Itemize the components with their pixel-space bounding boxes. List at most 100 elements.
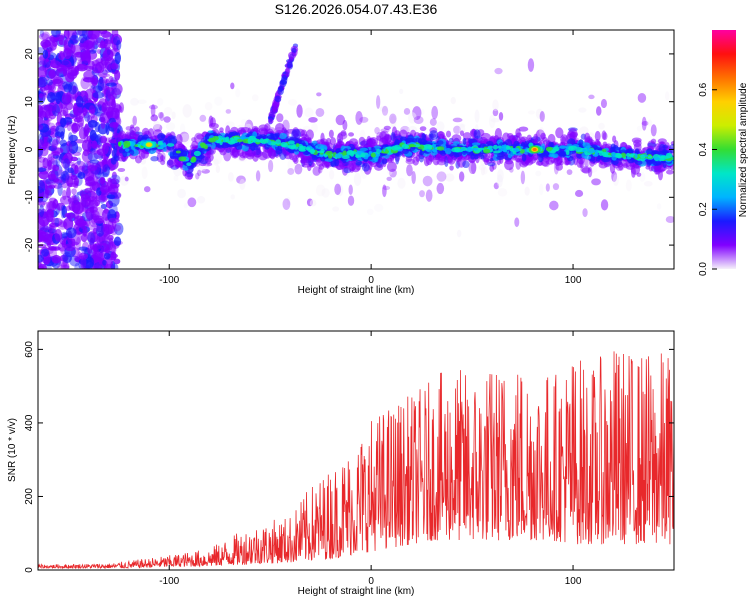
spectrogram-cell <box>239 157 248 162</box>
spectrogram-cell <box>355 110 363 125</box>
spectrogram-cell <box>110 251 117 261</box>
spectrogram-cell <box>208 115 214 127</box>
spectrogram-cell <box>291 155 298 163</box>
spectrogram-cell <box>452 141 460 145</box>
spectrogram-cell <box>281 143 288 147</box>
spectrogram-cell <box>98 30 108 35</box>
spectrogram-cell <box>38 65 47 79</box>
colorbar-tick-label: 0.0 <box>698 262 709 276</box>
spectrogram-cell <box>288 56 294 62</box>
spectrogram-cell <box>47 153 53 167</box>
spectrogram-cell <box>360 152 366 158</box>
spectrogram-cell <box>193 150 201 157</box>
spectrogram-cell <box>278 132 287 140</box>
spectrogram-cell <box>179 123 186 135</box>
spectrogram-cell <box>77 172 86 179</box>
spectrogram-cell <box>422 175 433 187</box>
spectrogram-cell <box>48 69 56 79</box>
figure-title: S126.2026.054.07.43.E36 <box>275 1 438 17</box>
spectrogram-cell <box>114 69 121 81</box>
spectrogram-cell <box>390 115 397 129</box>
spectrogram-cell <box>431 105 439 120</box>
colorbar-tick-label: 0.6 <box>698 82 709 96</box>
spectrogram-cell <box>275 148 283 155</box>
spectrogram-cell <box>436 171 447 182</box>
spectrogram-cell <box>55 30 61 38</box>
colorbar-label: Normalized spectral amplitude <box>738 82 749 217</box>
spectrogram-cell <box>336 133 344 145</box>
spectrogram-cell <box>81 149 93 163</box>
spectrogram-cell <box>255 170 261 182</box>
spectrogram-cell <box>210 142 216 150</box>
spectrogram-cell <box>197 195 206 204</box>
spectrogram-cell <box>81 139 92 152</box>
spectrogram-cell <box>57 264 70 269</box>
spectrogram-cell <box>643 180 653 187</box>
spectrogram-cell <box>449 165 454 171</box>
spectrogram-cell <box>74 51 85 58</box>
spectrogram-cell <box>287 140 295 145</box>
spectrogram-y-tick-label: -20 <box>24 237 35 252</box>
spectrogram-cell <box>49 60 61 69</box>
spectrogram-cell <box>376 95 381 109</box>
spectrogram-cell <box>38 138 44 151</box>
spectrogram-cell <box>65 121 78 127</box>
spectrogram-cell <box>413 115 424 125</box>
spectrogram-cell <box>124 176 129 182</box>
spectrogram-cell <box>335 153 343 159</box>
spectrogram-cell <box>267 118 274 124</box>
spectrogram-cell <box>196 134 205 140</box>
spectrogram-cell <box>148 104 158 110</box>
spectrogram-cell <box>312 166 321 176</box>
spectrogram-cell <box>647 119 653 127</box>
spectrogram-cell <box>559 160 564 166</box>
spectrogram-cell <box>229 137 234 141</box>
spectrogram-y-tick-label: 20 <box>24 48 35 60</box>
spectrogram-cell <box>65 205 72 211</box>
spectrogram-cell <box>63 158 71 171</box>
spectrogram-cell <box>221 143 230 149</box>
spectrogram-cell <box>552 183 560 191</box>
spectrogram-cell <box>658 156 664 159</box>
spectrogram-cell <box>565 149 570 156</box>
spectrogram-cell <box>137 99 147 105</box>
spectrogram-cell <box>249 144 258 151</box>
spectrogram-cell <box>50 246 61 251</box>
spectrogram-cell <box>342 119 348 131</box>
spectrogram-cell <box>110 63 119 70</box>
spectrogram-cell <box>474 109 480 123</box>
spectrogram-cell <box>92 264 103 269</box>
spectrogram-cell <box>41 248 50 257</box>
spectrogram-cell <box>47 174 57 181</box>
spectrogram-cell <box>246 149 256 157</box>
spectrogram-cell <box>85 207 95 220</box>
spectrogram-cell <box>42 233 55 243</box>
spectrogram-cell <box>237 138 243 143</box>
spectrogram-cell <box>75 51 87 62</box>
spectrogram-cell <box>87 152 99 162</box>
spectrogram-y-tick-label: 10 <box>24 96 35 108</box>
spectrogram-cell <box>60 170 70 183</box>
spectrogram-cell <box>299 145 303 150</box>
spectrogram-cell <box>225 109 232 114</box>
spectrogram-cell <box>191 156 196 162</box>
spectrogram-cell <box>87 244 93 255</box>
spectrogram-cell <box>88 105 96 115</box>
spectrogram-cell <box>57 219 68 230</box>
spectrogram-cell <box>98 73 111 78</box>
colorbar: 0.0 0.2 0.4 0.6 Normalized spectral amplitu… <box>698 30 749 276</box>
spectrogram-cell <box>118 102 125 113</box>
spectrogram-cell <box>626 152 631 158</box>
snr-y-tick-label: 400 <box>24 414 35 431</box>
spectrogram-cell <box>51 30 61 38</box>
spectrogram-cell <box>296 104 303 118</box>
spectrogram-cell <box>617 153 622 158</box>
spectrogram-cell <box>376 135 382 141</box>
spectrogram-cell <box>60 261 70 269</box>
spectrogram-cell <box>87 232 96 245</box>
spectrogram-cell <box>84 88 97 100</box>
spectrogram-cell <box>578 107 587 113</box>
